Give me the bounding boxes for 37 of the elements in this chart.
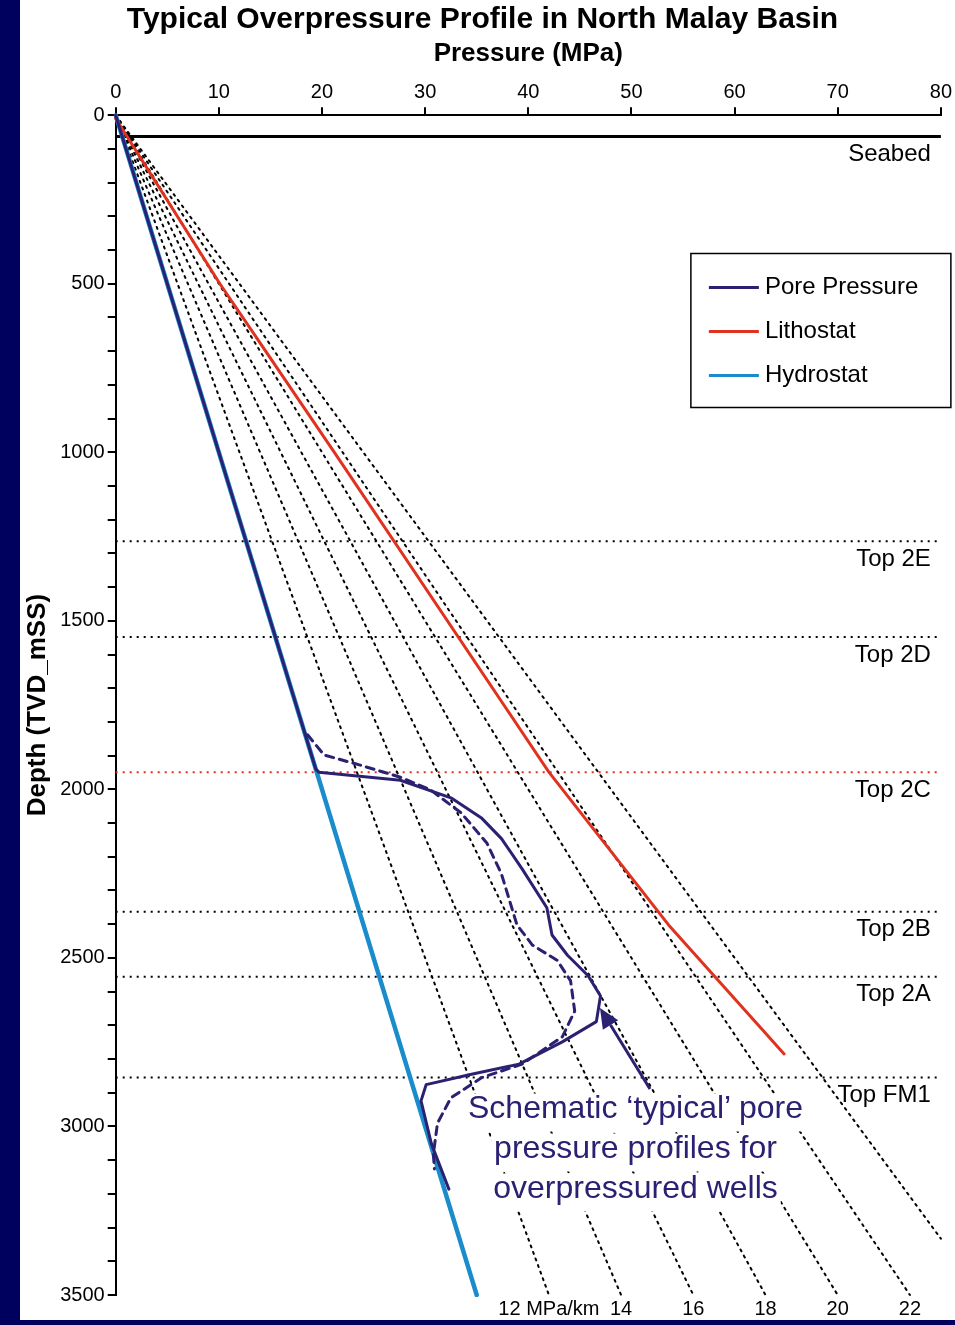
x-tick-label: 70: [826, 79, 849, 102]
x-tick-label: 10: [207, 79, 230, 102]
x-tick-label: 50: [620, 79, 643, 102]
legend-label: Lithostat: [764, 316, 856, 344]
x-tick-label: 30: [414, 79, 437, 102]
ref-line-label: Top FM1: [837, 1080, 931, 1108]
ref-line-label: Top 2D: [854, 639, 931, 667]
chart-title: Typical Overpressure Profile in North Malay Basin: [126, 1, 839, 35]
annotation: Schematic ‘typical’ pore pressure profiles for overpressured wells: [468, 1089, 803, 1206]
y-tick-label: 1000: [60, 439, 105, 462]
annotation: 14: [609, 1296, 633, 1319]
y-axis-title: Depth (TVD_mSS): [20, 593, 51, 817]
y-tick-label: 0: [93, 102, 105, 125]
y-tick-label: 3500: [60, 1282, 105, 1305]
annotation: 18: [754, 1296, 777, 1319]
y-tick-label: 3000: [60, 1113, 105, 1136]
x-tick-label: 60: [723, 79, 746, 102]
ref-line-label: Top 2B: [856, 914, 931, 942]
annotation: 20: [826, 1296, 849, 1319]
annotation: 22: [898, 1296, 922, 1319]
y-tick-label: 2000: [60, 776, 105, 799]
annotation: 16: [682, 1296, 705, 1319]
y-tick-label: 1500: [60, 608, 105, 631]
x-tick-label: 80: [929, 79, 952, 102]
ref-line-label: Seabed: [848, 139, 931, 167]
x-axis-title: Pressure (MPa): [433, 36, 623, 67]
x-tick-label: 0: [110, 79, 122, 102]
x-tick-label: 40: [517, 79, 540, 102]
annotation: 12 MPa/km: [498, 1296, 600, 1319]
y-tick-label: 2500: [60, 945, 105, 968]
y-tick-label: 500: [71, 271, 105, 294]
legend-label: Hydrostat: [764, 360, 868, 388]
legend-label: Pore Pressure: [764, 272, 919, 300]
ref-line-label: Top 2C: [854, 774, 931, 802]
ref-line-label: Top 2E: [856, 543, 931, 571]
ref-line-label: Top 2A: [856, 979, 931, 1007]
x-tick-label: 20: [310, 79, 334, 102]
